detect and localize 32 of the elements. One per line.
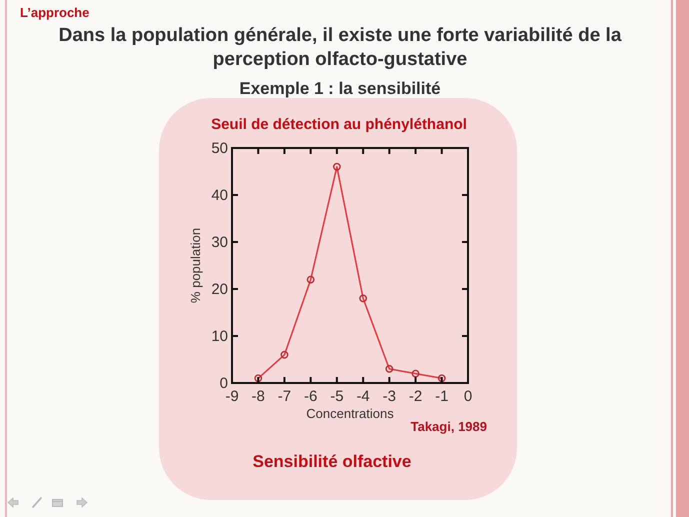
point <box>412 370 420 378</box>
y-axis-title: % population <box>188 228 203 304</box>
y-tick-label: 50 <box>211 140 228 157</box>
y-tick-label: 30 <box>211 234 228 251</box>
x-tick-label: -4 <box>356 388 370 405</box>
y-tick-label: 40 <box>211 187 228 204</box>
point <box>280 350 288 359</box>
text: Takagi, 1989 <box>410 419 487 434</box>
text: L’approche <box>20 5 90 20</box>
x-tick-label: -1 <box>435 388 448 405</box>
x-tick-label: -5 <box>330 388 344 405</box>
x-tick-label: -8 <box>252 388 265 405</box>
y-tick-label: 10 <box>211 328 228 345</box>
y-tick-label: 20 <box>211 281 228 298</box>
y-tick-label: 0 <box>220 375 228 392</box>
chart-title: Dans la population générale, il existe une forte variabilité de la perception olfacto-gustative <box>58 25 622 70</box>
chart-subtitle: Exemple 1 : la sensibilité <box>239 79 441 98</box>
point <box>254 374 262 382</box>
text: Sensibilité olfactive <box>252 452 412 471</box>
text: Seuil de détection au phényléthanol <box>211 116 467 133</box>
x-axis-title: Concentrations <box>306 406 394 421</box>
x-tick-label: -7 <box>278 388 292 405</box>
x-tick-label: 0 <box>464 388 472 405</box>
point <box>385 365 394 373</box>
x-tick-label: -3 <box>382 388 396 405</box>
x-tick-label: -2 <box>408 388 422 405</box>
x-tick-label: -6 <box>304 388 318 405</box>
x-tick-label: -9 <box>225 388 239 405</box>
point <box>359 294 368 302</box>
point <box>306 276 315 284</box>
point <box>438 374 446 382</box>
point <box>332 162 341 171</box>
